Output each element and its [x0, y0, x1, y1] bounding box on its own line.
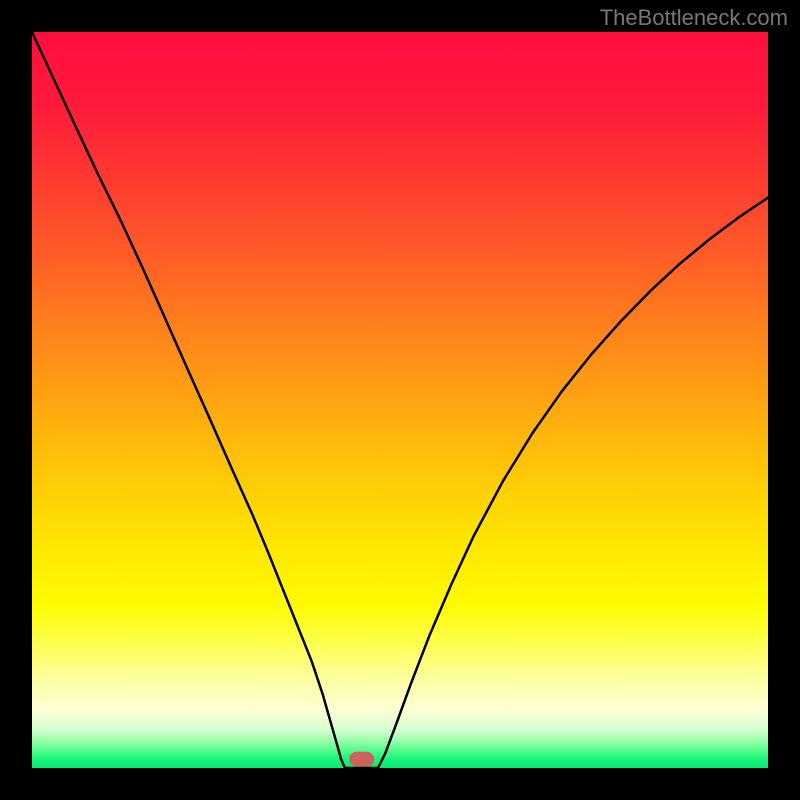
optimal-marker [349, 752, 374, 767]
chart-background [32, 32, 768, 768]
watermark-text: TheBottleneck.com [600, 5, 788, 31]
bottleneck-chart [32, 32, 768, 768]
